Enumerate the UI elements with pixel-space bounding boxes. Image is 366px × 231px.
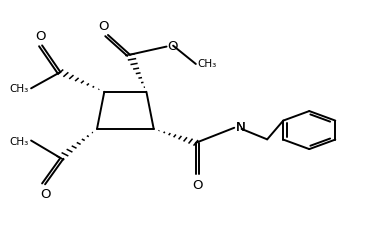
Text: CH₃: CH₃ <box>198 58 217 69</box>
Text: O: O <box>168 40 178 53</box>
Text: N: N <box>235 121 245 134</box>
Text: CH₃: CH₃ <box>9 136 28 146</box>
Text: O: O <box>98 20 109 33</box>
Text: O: O <box>193 178 203 191</box>
Text: O: O <box>40 187 50 200</box>
Text: N: N <box>235 121 245 134</box>
Text: CH₃: CH₃ <box>9 84 28 94</box>
Text: O: O <box>35 30 45 43</box>
